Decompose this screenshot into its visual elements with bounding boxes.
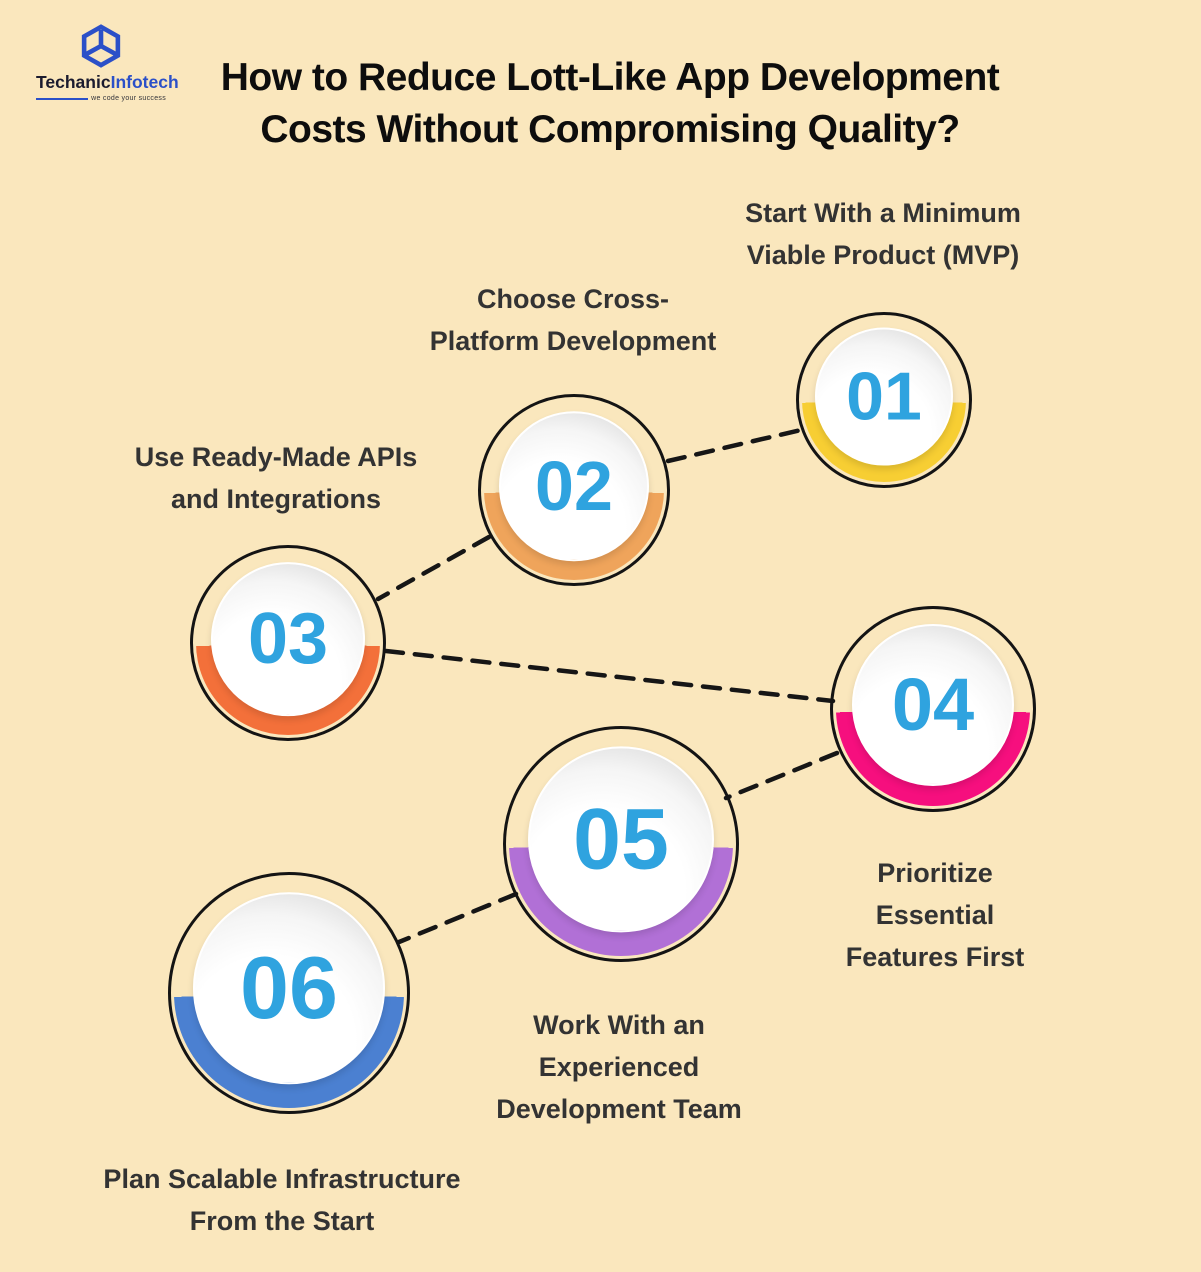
brand-name-part1: Techanic	[36, 72, 111, 92]
step-04-label-line2: Essential	[875, 900, 995, 930]
step-04-inner-disc: 04	[852, 623, 1014, 786]
step-02-label: Choose Cross- Platform Development	[430, 278, 717, 362]
step-06-label-line1: Plan Scalable Infrastructure	[103, 1164, 461, 1194]
step-04-number: 04	[891, 662, 975, 746]
connector-02-03	[375, 534, 492, 602]
step-02-number: 02	[535, 447, 613, 526]
connector-03-04	[383, 648, 836, 704]
step-03-label-line1: Use Ready-Made APIs	[134, 442, 418, 472]
brand-logo: TechanicInfotech we code your success	[36, 22, 179, 102]
step-01-label-line2: Viable Product (MVP)	[746, 240, 1020, 270]
step-02-inner-disc: 02	[498, 410, 650, 562]
step-01-label: Start With a Minimum Viable Product (MVP…	[745, 192, 1021, 276]
brand-underline	[36, 97, 89, 100]
step-circle-02: 02	[478, 394, 670, 586]
step-05-label: Work With an Experienced Development Tea…	[496, 1004, 742, 1130]
brand-name: TechanicInfotech	[36, 72, 179, 93]
step-circle-06: 06	[168, 872, 410, 1114]
step-01-inner-disc: 01	[815, 327, 953, 466]
brand-sub: we code your success	[36, 95, 166, 102]
step-03-number: 03	[247, 599, 329, 680]
step-04-label: Prioritize Essential Features First	[846, 852, 1025, 978]
brand-tagline: we code your success	[91, 95, 166, 102]
step-06-label: Plan Scalable Infrastructure From the St…	[103, 1158, 460, 1242]
step-05-label-line3: Development Team	[496, 1094, 742, 1124]
step-circle-01: 01	[796, 312, 972, 488]
step-circle-04: 04	[830, 606, 1036, 812]
step-05-inner-disc: 05	[527, 746, 715, 933]
connector-04-05	[723, 750, 840, 801]
step-02-label-line2: Platform Development	[429, 326, 717, 356]
step-circle-05: 05	[503, 726, 739, 962]
step-02-label-line1: Choose Cross-	[476, 284, 670, 314]
step-03-label: Use Ready-Made APIs and Integrations	[135, 436, 418, 520]
step-01-number: 01	[846, 358, 922, 435]
page-title-line2: Costs Without Compromising Quality?	[260, 108, 960, 151]
step-05-number: 05	[573, 791, 669, 888]
step-06-number: 06	[240, 938, 338, 1038]
step-circle-03: 03	[190, 545, 386, 741]
step-04-label-line1: Prioritize	[877, 858, 993, 888]
page-title: How to Reduce Lott-Like App Development …	[150, 52, 1070, 156]
connector-05-06	[396, 891, 519, 945]
cube-logo-icon	[81, 24, 121, 68]
connector-02-01	[665, 427, 804, 464]
step-05-label-line1: Work With an	[533, 1010, 705, 1040]
brand-name-part2: Infotech	[110, 72, 179, 92]
step-06-inner-disc: 06	[193, 892, 385, 1084]
step-06-label-line2: From the Start	[189, 1206, 375, 1236]
step-03-label-line2: and Integrations	[170, 484, 382, 514]
page-title-line1: How to Reduce Lott-Like App Development	[220, 56, 1000, 99]
step-01-label-line1: Start With a Minimum	[745, 198, 1021, 228]
step-05-label-line2: Experienced	[538, 1052, 700, 1082]
step-03-inner-disc: 03	[211, 562, 365, 717]
step-04-label-line3: Features First	[845, 942, 1025, 972]
